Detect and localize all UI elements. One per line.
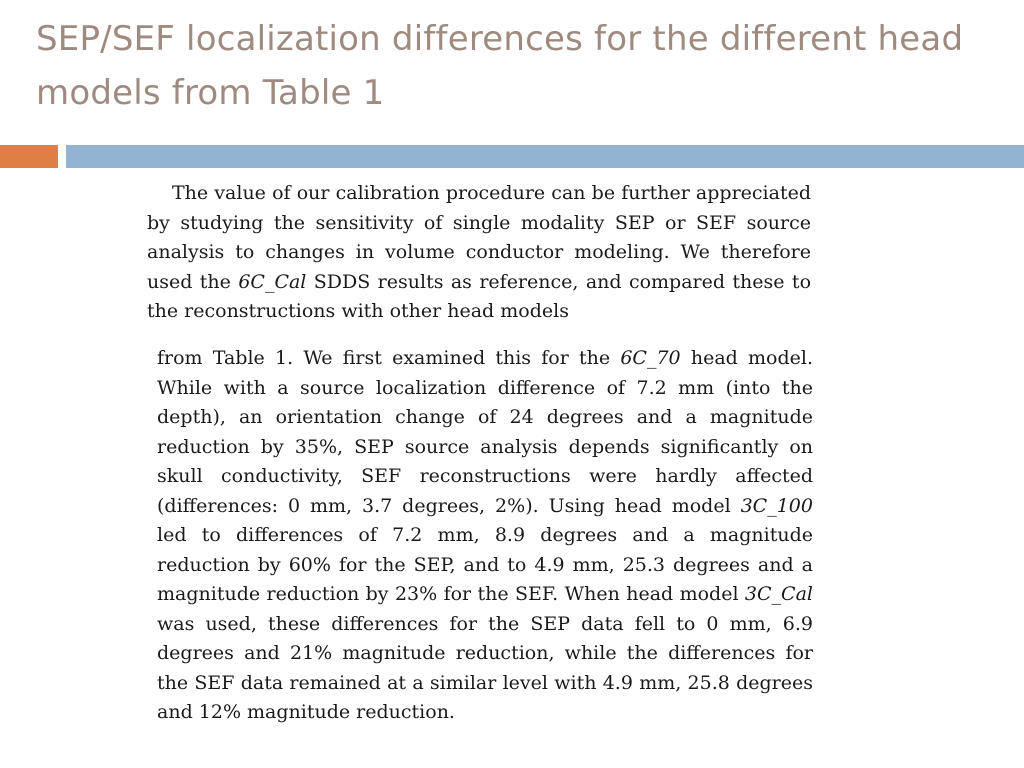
excerpt-text-segment-italic: 3C_Cal (744, 583, 813, 605)
excerpt-text-segment-italic: 6C_Cal (238, 270, 307, 293)
excerpt-text-segment: The value of our calibration procedure c… (147, 182, 811, 293)
excerpt-text-segment: was used, these differences for the SEP … (157, 612, 813, 724)
accent-bar-orange (0, 145, 58, 168)
excerpt-text-segment-italic: 6C_70 (620, 347, 681, 369)
excerpt-text-segment: SDDS results as reference, and compared … (147, 270, 812, 323)
excerpt-text-segment-italic: 3C_100 (740, 494, 813, 517)
excerpt-text-segment: led to differences of 7.2 mm, 8.9 degree… (157, 524, 813, 605)
excerpt-text-segment: head model. While with a source localiza… (157, 347, 814, 517)
slide-title: SEP/SEF localization differences for the… (36, 19, 964, 113)
accent-bar-blue (66, 145, 1024, 168)
excerpt-text-segment: from Table 1. We first examined this for… (157, 347, 621, 369)
paper-excerpt-upper: The value of our calibration procedure c… (147, 179, 811, 327)
paper-excerpt-lower: from Table 1. We first examined this for… (157, 344, 813, 728)
